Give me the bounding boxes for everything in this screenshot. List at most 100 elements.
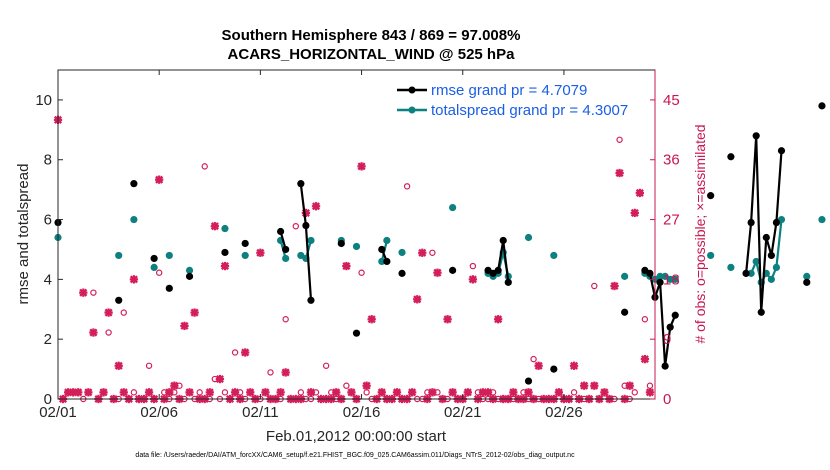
rmse-point (378, 245, 386, 254)
y-tick-label: 8 (44, 152, 52, 169)
assimilated-point (190, 308, 199, 317)
possible-point (631, 389, 638, 396)
y-tick-label: 6 (44, 212, 52, 229)
rmse-point (130, 180, 138, 188)
assimilated-point (377, 388, 386, 397)
rmse-point (803, 278, 811, 286)
possible-point (322, 362, 330, 369)
totalspread-point (150, 263, 158, 271)
assimilated-point (180, 321, 189, 331)
totalspread-point (767, 275, 775, 283)
assimilated-point (433, 268, 442, 277)
assimilated-point (640, 354, 650, 364)
rmse-point (524, 377, 533, 385)
rmse-point (277, 227, 285, 236)
totalspread-point (524, 233, 533, 242)
rmse-point (818, 102, 826, 110)
y-axis-right: 0 9 18 27 36 45 (650, 70, 680, 408)
y-tick-label: 0 (44, 391, 52, 408)
rmse-point (398, 269, 406, 277)
possible-point (297, 389, 305, 396)
assimilated-point (600, 388, 609, 397)
possible-point (267, 369, 274, 376)
assimilated-point (569, 361, 579, 370)
possible-point (196, 389, 203, 396)
possible-point (530, 355, 537, 363)
x-tick-label: 02/26 (545, 404, 583, 421)
rmse-point (165, 284, 173, 292)
assimilated-point (99, 388, 108, 397)
x-tick-label: 02/06 (140, 404, 178, 421)
legend-spread-label: totalspread grand pr = 4.3007 (431, 102, 628, 119)
possible-point (282, 316, 289, 323)
rmse-line (745, 135, 783, 313)
possible-point (155, 269, 163, 276)
assimilated-point (84, 388, 93, 397)
totalspread-point (449, 203, 457, 212)
assimilated-point (74, 388, 83, 397)
totalspread-point (241, 251, 249, 260)
assimilated-point (104, 308, 113, 317)
totalspread-point (818, 215, 826, 224)
possible-point (429, 249, 436, 256)
rmse-point (742, 269, 750, 277)
assimilated-point (311, 202, 321, 211)
possible-point (130, 389, 138, 396)
chart-title: Southern Hemisphere 843 / 869 = 97.008% (222, 27, 521, 44)
legend: rmse grand pr = 4.7079 totalspread grand… (397, 82, 628, 119)
possible-point (641, 316, 649, 323)
assimilated-point (554, 388, 564, 397)
rmse-point (241, 239, 249, 248)
x-tick-label: 02/21 (444, 404, 482, 421)
assimilated-point (306, 388, 316, 397)
rmse-point (550, 365, 558, 373)
totalspread-point (352, 242, 361, 251)
rmse-point (297, 180, 305, 188)
assimilated-point (483, 388, 493, 397)
totalspread-point (165, 251, 173, 260)
rmse-point (747, 218, 755, 227)
x-tick-label: 02/16 (343, 404, 381, 421)
assimilated-point (230, 388, 240, 397)
assimilated-point (635, 188, 644, 198)
rmse-point (666, 323, 674, 331)
assimilated-point (220, 261, 230, 271)
x-axis-label: Feb.01,2012 00:00:00 start (266, 428, 447, 445)
rmse-point (185, 272, 194, 280)
legend-rmse-label: rmse grand pr = 4.7079 (431, 82, 587, 99)
y-right-tick-label: 45 (663, 92, 680, 109)
assimilated-point (468, 275, 478, 284)
assimilated-point (165, 388, 174, 397)
rmse-point (671, 311, 679, 319)
rmse-point (337, 239, 345, 248)
assimilated-point (463, 388, 472, 397)
rmse-point (727, 153, 735, 161)
possible-point (358, 269, 365, 276)
rmse-point (777, 147, 786, 155)
possible-point (90, 289, 97, 296)
y-tick-label: 2 (44, 331, 52, 348)
rmse-point (656, 278, 664, 286)
rmse-point (767, 251, 775, 260)
plot-frame (57, 69, 656, 400)
assimilated-point (362, 381, 371, 390)
assimilated-point (407, 388, 417, 397)
assimilated-point (205, 388, 214, 397)
totalspread-point (383, 236, 391, 245)
possible-point (570, 389, 578, 396)
rmse-point (221, 248, 229, 257)
assimilated-point (144, 388, 154, 397)
possible-point (105, 329, 112, 336)
possible-point (646, 382, 654, 389)
assimilated-point (357, 162, 366, 171)
y-right-tick-label: 36 (663, 152, 680, 169)
possible-point (616, 136, 623, 143)
possible-point (231, 349, 239, 356)
totalspread-point (656, 272, 664, 280)
assimilated-point (524, 388, 533, 397)
rmse-point (621, 308, 629, 316)
obs-count-series (53, 115, 655, 404)
assimilated-point (129, 275, 139, 284)
assimilated-point (210, 222, 219, 231)
y-axis-right-label: # of obs: o=possible; ×=assimilated (692, 124, 708, 343)
